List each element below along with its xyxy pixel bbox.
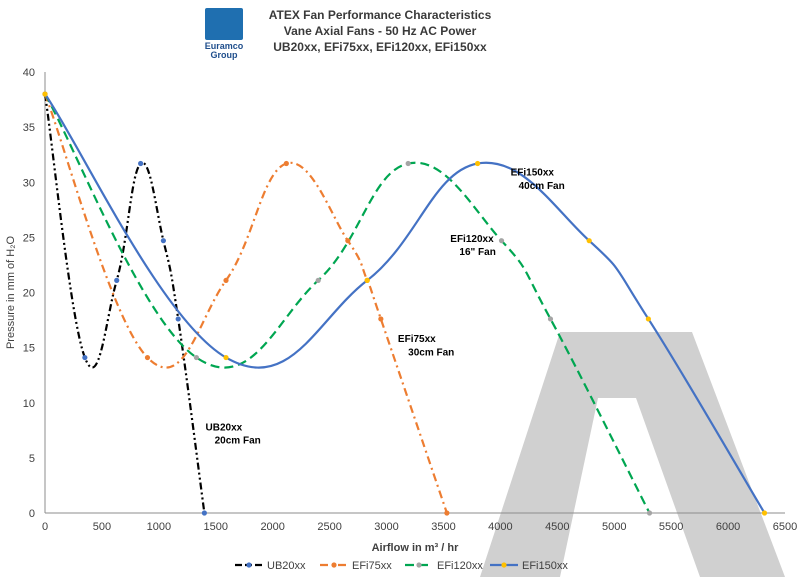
annotation-efi150xx-size: 40cm Fan: [519, 181, 565, 192]
data-point-efi150xx: [586, 238, 592, 244]
legend-marker-ub20xx: [246, 562, 252, 568]
data-point-efi120xx: [405, 160, 411, 167]
series-line-efi75xx: [43, 93, 448, 514]
y-tick-label: 15: [23, 343, 35, 355]
data-point-efi150xx: [761, 510, 768, 516]
annotation-efi120xx-size: 16" Fan: [459, 247, 495, 258]
data-point-ub20xx: [160, 238, 166, 244]
x-tick-label: 3000: [374, 521, 398, 533]
x-axis-label: Airflow in m³ / hr: [372, 542, 459, 554]
series-line-efi120xx: [44, 93, 651, 514]
data-point-efi150xx: [42, 91, 48, 97]
y-tick-label: 10: [23, 398, 35, 410]
y-tick-label: 5: [29, 453, 35, 465]
x-tick-label: 3500: [431, 521, 455, 533]
logo-text: Euramco Group: [196, 42, 252, 60]
data-point-ub20xx: [82, 354, 88, 361]
data-point-efi75xx: [223, 277, 229, 283]
logo-text-line2: Group: [210, 50, 238, 60]
y-axis-label: Pressure in mm of H₂O: [5, 236, 17, 350]
chart-title-line-1: ATEX Fan Performance Characteristics: [268, 8, 492, 22]
y-tick-label: 30: [23, 177, 35, 189]
annotation-ub20xx-size: 20cm Fan: [215, 436, 261, 447]
logo-text-line1: Euramco: [204, 41, 244, 51]
data-point-efi75xx: [444, 510, 450, 516]
x-tick-label: 1500: [204, 521, 228, 533]
data-point-efi120xx: [646, 510, 653, 516]
x-tick-label: 4500: [545, 521, 569, 533]
axes-group: 0 500 1000 1500 2000 2500 3000 3500 4000 4500 5000…: [5, 67, 797, 554]
data-point-efi150xx: [223, 354, 229, 361]
data-point-efi75xx: [144, 354, 151, 361]
y-tick-label: 20: [23, 288, 35, 300]
x-tick-label: 5000: [602, 521, 626, 533]
watermark-logo-shape: [480, 332, 785, 577]
legend-marker-efi150xx: [501, 562, 507, 568]
legend-label-ub20xx: UB20xx: [267, 560, 306, 572]
y-tick-label: 25: [23, 232, 35, 244]
chart-title-line-3: UB20xx, EFi75xx, EFi120xx, EFi150xx: [273, 40, 487, 54]
annotation-efi150xx-name: EFi150xx: [511, 168, 555, 179]
data-point-efi120xx: [193, 354, 200, 361]
x-tick-label: 5500: [659, 521, 683, 533]
annotation-ub20xx-name: UB20xx: [206, 422, 243, 433]
x-tick-label: 6500: [773, 521, 797, 533]
y-tick-label: 0: [29, 508, 35, 520]
annotations-group: UB20xx 20cm Fan EFi75xx 30cm Fan EFi120xx 16"…: [206, 168, 565, 447]
annotation-efi120xx-name: EFi120xx: [450, 234, 494, 245]
data-point-ub20xx: [175, 316, 181, 322]
legend-marker-efi120xx: [416, 562, 422, 568]
data-point-efi120xx: [498, 238, 505, 244]
annotation-efi75xx-size: 30cm Fan: [408, 347, 454, 358]
y-tick-label: 35: [23, 122, 35, 134]
euramco-logo-icon: [205, 8, 243, 40]
data-point-efi75xx: [345, 238, 351, 244]
data-point-efi150xx: [645, 316, 651, 322]
x-tick-label: 2500: [317, 521, 341, 533]
x-tick-label: 6000: [716, 521, 740, 533]
series-line-ub20xx: [43, 93, 206, 514]
markers-group: [42, 91, 768, 516]
x-tick-label: 2000: [260, 521, 284, 533]
legend-label-efi150xx: EFi150xx: [522, 560, 568, 572]
legend: UB20xx EFi75xx EFi120xx EFi150xx: [235, 560, 568, 572]
chart-title-line-2: Vane Axial Fans - 50 Hz AC Power: [283, 24, 477, 38]
legend-label-efi75xx: EFi75xx: [352, 560, 392, 572]
data-point-ub20xx: [138, 160, 144, 167]
legend-label-efi120xx: EFi120xx: [437, 560, 483, 572]
x-tick-label: 500: [93, 521, 111, 533]
data-point-efi120xx: [315, 277, 321, 283]
data-point-efi75xx: [378, 316, 384, 322]
data-point-ub20xx: [114, 277, 120, 283]
annotation-efi75xx-name: EFi75xx: [398, 334, 436, 345]
data-point-ub20xx: [201, 510, 207, 516]
legend-marker-efi75xx: [331, 562, 337, 568]
data-point-efi75xx: [283, 160, 289, 167]
x-tick-label: 1000: [147, 521, 171, 533]
x-tick-label: 4000: [488, 521, 512, 533]
data-point-efi150xx: [475, 160, 481, 167]
data-point-efi120xx: [547, 316, 554, 322]
x-tick-label: 0: [42, 521, 48, 533]
y-tick-label: 40: [23, 67, 35, 79]
data-point-efi150xx: [364, 277, 370, 283]
